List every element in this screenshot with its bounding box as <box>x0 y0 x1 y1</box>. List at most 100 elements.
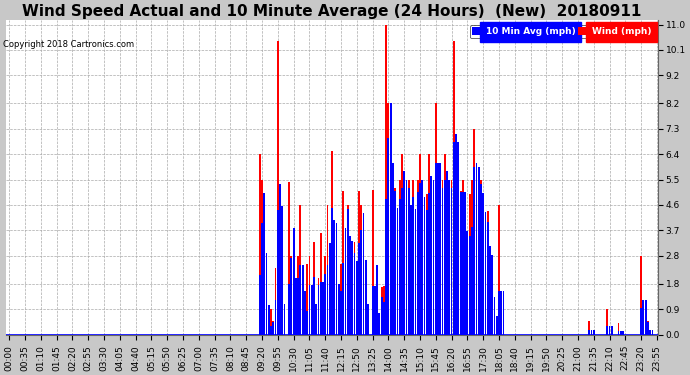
Bar <box>489 277 491 334</box>
Bar <box>338 284 339 334</box>
Bar <box>288 284 290 334</box>
Bar <box>457 142 460 334</box>
Bar <box>491 255 493 334</box>
Bar <box>342 191 344 334</box>
Bar <box>381 287 382 334</box>
Bar <box>288 182 290 334</box>
Bar <box>329 267 331 334</box>
Bar <box>480 184 482 334</box>
Bar <box>329 243 331 334</box>
Bar <box>453 142 455 334</box>
Bar <box>403 180 405 334</box>
Bar <box>424 230 426 334</box>
Bar <box>591 330 593 334</box>
Bar <box>324 274 326 334</box>
Bar <box>365 260 366 334</box>
Bar <box>640 308 642 334</box>
Bar <box>417 192 419 334</box>
Bar <box>259 154 261 334</box>
Bar <box>392 205 394 334</box>
Bar <box>376 269 378 334</box>
Bar <box>437 163 439 334</box>
Bar <box>451 188 453 334</box>
Bar <box>317 285 319 334</box>
Bar <box>484 251 486 334</box>
Bar <box>611 326 613 334</box>
Bar <box>496 316 497 334</box>
Bar <box>392 163 394 334</box>
Bar <box>466 308 469 334</box>
Bar <box>349 236 351 334</box>
Bar <box>622 331 624 334</box>
Bar <box>401 154 403 334</box>
Bar <box>259 274 261 334</box>
Bar <box>500 291 502 334</box>
Bar <box>335 276 337 334</box>
Title: Wind Speed Actual and 10 Minute Average (24 Hours)  (New)  20180911: Wind Speed Actual and 10 Minute Average … <box>22 4 642 19</box>
Bar <box>331 152 333 334</box>
Bar <box>277 210 279 334</box>
Bar <box>333 242 335 334</box>
Bar <box>460 191 462 334</box>
Bar <box>354 253 355 334</box>
Legend: 10 Min Avg (mph), Wind (mph): 10 Min Avg (mph), Wind (mph) <box>470 25 653 38</box>
Bar <box>399 200 401 334</box>
Bar <box>360 230 362 334</box>
Bar <box>319 282 322 334</box>
Bar <box>475 163 477 334</box>
Bar <box>589 330 590 334</box>
Bar <box>442 188 444 334</box>
Bar <box>424 196 426 334</box>
Bar <box>306 311 308 334</box>
Bar <box>607 326 608 334</box>
Bar <box>408 188 410 334</box>
Bar <box>469 236 471 334</box>
Bar <box>410 230 412 334</box>
Bar <box>491 279 493 334</box>
Bar <box>464 205 466 334</box>
Bar <box>299 205 302 334</box>
Text: Copyright 2018 Cartronics.com: Copyright 2018 Cartronics.com <box>3 40 135 49</box>
Bar <box>480 180 482 334</box>
Bar <box>376 265 378 334</box>
Bar <box>275 300 277 334</box>
Bar <box>356 296 357 334</box>
Bar <box>644 300 647 334</box>
Bar <box>383 286 385 334</box>
Bar <box>347 209 348 334</box>
Bar <box>489 246 491 334</box>
Bar <box>270 326 272 334</box>
Bar <box>358 191 360 334</box>
Bar <box>448 205 451 334</box>
Bar <box>464 192 466 334</box>
Bar <box>477 167 480 334</box>
Bar <box>442 180 444 334</box>
Bar <box>347 205 348 334</box>
Bar <box>433 180 435 334</box>
Bar <box>649 330 651 334</box>
Bar <box>486 211 489 334</box>
Bar <box>477 194 480 334</box>
Bar <box>422 180 423 334</box>
Bar <box>620 331 622 334</box>
Bar <box>486 222 489 334</box>
Bar <box>264 244 265 334</box>
Bar <box>390 180 391 334</box>
Bar <box>295 278 297 334</box>
Bar <box>290 256 293 334</box>
Bar <box>324 256 326 334</box>
Bar <box>446 171 448 334</box>
Bar <box>310 285 313 334</box>
Bar <box>408 180 410 334</box>
Bar <box>415 209 416 334</box>
Bar <box>331 208 333 334</box>
Bar <box>440 205 441 334</box>
Bar <box>618 323 620 334</box>
Bar <box>647 321 649 334</box>
Bar <box>290 258 293 334</box>
Bar <box>293 228 295 334</box>
Bar <box>297 278 299 334</box>
Bar <box>270 309 272 334</box>
Bar <box>469 194 471 334</box>
Bar <box>297 256 299 334</box>
